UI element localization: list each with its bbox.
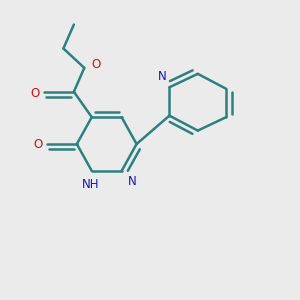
Text: O: O (33, 137, 43, 151)
Text: N: N (158, 70, 166, 83)
Text: NH: NH (82, 178, 99, 191)
Text: N: N (128, 175, 136, 188)
Text: O: O (30, 87, 40, 100)
Text: O: O (92, 58, 101, 71)
